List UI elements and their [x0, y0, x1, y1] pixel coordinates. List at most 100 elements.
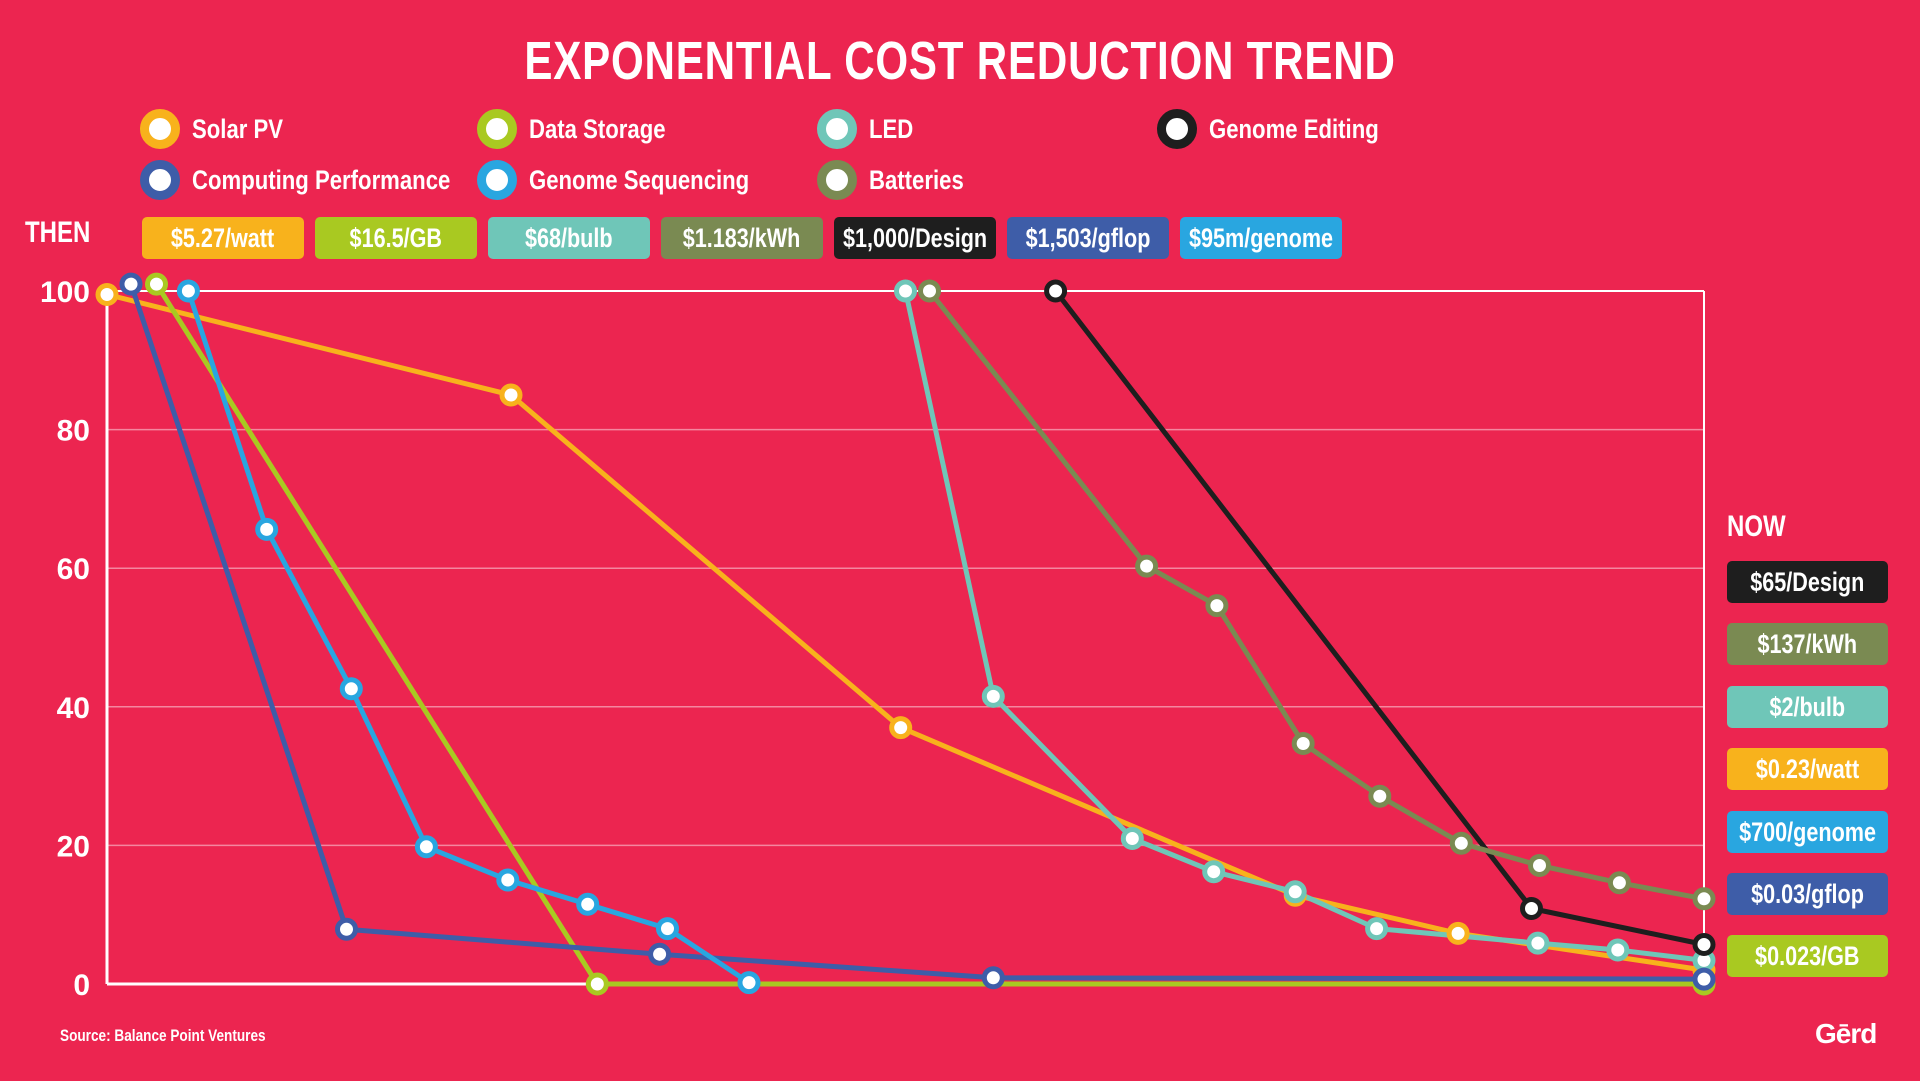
then-badge: $95m/genome — [1180, 217, 1342, 259]
legend-label: Data Storage — [529, 113, 666, 144]
circle-marker-icon — [477, 160, 517, 200]
badge-text: $137/kWh — [1757, 628, 1858, 659]
badge-text: $68/bulb — [525, 222, 613, 253]
data-point-genome-editing — [1520, 897, 1543, 920]
legend-item-data-storage: Data Storage — [477, 107, 696, 151]
data-point-batteries — [1368, 784, 1392, 808]
data-point-solar-pv — [95, 283, 119, 306]
legend-label: Genome Sequencing — [529, 164, 750, 195]
legend-item-genome-editing: Genome Editing — [1157, 107, 1416, 151]
y-tick-label: 100 — [40, 276, 90, 309]
then-badge: $1,000/Design — [834, 217, 996, 259]
data-point-genome-sequencing — [496, 868, 520, 892]
badge-text: $1,000/Design — [842, 222, 988, 253]
legend-item-led: LED — [817, 107, 923, 151]
y-tick-label: 40 — [57, 692, 90, 725]
data-point-batteries — [1607, 871, 1631, 895]
series-line-batteries — [927, 288, 1707, 902]
data-point-computing-performance — [335, 917, 358, 941]
data-point-genome-sequencing — [339, 677, 363, 701]
badge-text: $1.183/kWh — [683, 222, 801, 253]
brand-logo: Gērd — [1815, 1018, 1877, 1049]
badge-text: $0.03/gflop — [1751, 878, 1864, 909]
data-point-led — [894, 279, 917, 303]
data-point-batteries — [1135, 554, 1159, 578]
now-badge: $65/Design — [1727, 561, 1888, 603]
badge-text: $16.5/GB — [349, 222, 443, 253]
data-point-solar-pv — [499, 383, 523, 407]
data-point-data-storage — [145, 272, 168, 296]
now-badge: $700/genome — [1727, 811, 1888, 853]
data-point-genome-sequencing — [176, 279, 200, 303]
data-point-computing-performance — [1692, 967, 1716, 991]
badge-text: $2/bulb — [1769, 691, 1846, 722]
data-point-data-storage — [585, 972, 609, 996]
badge-text: $0.023/GB — [1755, 940, 1860, 971]
data-point-batteries — [1692, 887, 1716, 911]
data-point-solar-pv — [1446, 921, 1470, 945]
data-point-genome-sequencing — [656, 917, 679, 941]
legend-label: Genome Editing — [1209, 113, 1379, 144]
data-point-solar-pv — [889, 716, 913, 740]
then-label: THEN — [25, 216, 91, 249]
data-point-computing-performance — [119, 272, 143, 296]
data-point-batteries — [1528, 854, 1551, 877]
data-point-batteries — [1449, 831, 1473, 855]
then-badge: $16.5/GB — [315, 217, 477, 259]
y-tick-label: 60 — [57, 553, 90, 586]
badge-text: $1,503/gflop — [1025, 222, 1151, 253]
legend-label: LED — [869, 113, 914, 144]
circle-marker-icon — [140, 109, 180, 149]
source-note: Source: Balance Point Ventures — [60, 1026, 266, 1045]
badge-text: $95m/genome — [1188, 222, 1334, 253]
legend-item-solar-pv: Solar PV — [140, 107, 303, 151]
circle-marker-icon — [477, 109, 517, 149]
badge-text: $700/genome — [1739, 816, 1876, 847]
series-line-data-storage — [154, 281, 1707, 987]
data-point-genome-editing — [1692, 933, 1716, 956]
badge-text: $5.27/watt — [171, 222, 275, 253]
circle-marker-icon — [140, 160, 180, 200]
data-point-batteries — [918, 279, 941, 303]
legend-item-batteries: Batteries — [817, 158, 985, 202]
then-badge: $5.27/watt — [142, 217, 304, 259]
legend-item-computing-performance: Computing Performance — [140, 158, 507, 202]
chart-title: EXPONENTIAL COST REDUCTION TREND — [524, 31, 1396, 91]
data-point-batteries — [1205, 594, 1229, 618]
legend-label: Computing Performance — [192, 164, 451, 195]
now-badge: $0.03/gflop — [1727, 873, 1888, 915]
data-point-led — [1283, 880, 1307, 904]
legend-label: Solar PV — [192, 113, 284, 144]
then-badge: $68/bulb — [488, 217, 650, 259]
then-badge: $1,503/gflop — [1007, 217, 1169, 259]
now-badge: $0.23/watt — [1727, 748, 1888, 790]
data-point-led — [1526, 931, 1550, 955]
data-point-led — [1606, 938, 1630, 962]
now-label: NOW — [1727, 510, 1786, 543]
badge-text: $65/Design — [1750, 566, 1865, 597]
circle-marker-icon — [817, 160, 857, 200]
circle-marker-icon — [1157, 109, 1197, 149]
series-line-solar-pv — [104, 292, 1707, 973]
y-tick-label: 80 — [57, 415, 90, 448]
circle-marker-icon — [817, 109, 857, 149]
data-point-genome-sequencing — [255, 517, 279, 541]
data-point-genome-sequencing — [576, 892, 600, 916]
series-line-led — [903, 288, 1707, 963]
badge-text: $0.23/watt — [1755, 753, 1860, 784]
data-point-computing-performance — [981, 966, 1005, 990]
data-point-batteries — [1291, 732, 1315, 755]
legend-label: Batteries — [869, 164, 964, 195]
y-tick-label: 20 — [57, 830, 90, 863]
series-line-computing-performance — [128, 281, 1707, 982]
series-line-genome-sequencing — [185, 288, 752, 986]
data-point-led — [981, 684, 1005, 708]
data-point-led — [1202, 860, 1226, 884]
y-tick-label: 0 — [73, 969, 90, 1002]
data-point-genome-editing — [1044, 279, 1068, 303]
legend-item-genome-sequencing: Genome Sequencing — [477, 158, 798, 202]
data-point-led — [1365, 917, 1389, 941]
data-point-genome-sequencing — [414, 835, 438, 859]
legend: Solar PV Data Storage LED Genome Editing… — [0, 0, 1920, 220]
